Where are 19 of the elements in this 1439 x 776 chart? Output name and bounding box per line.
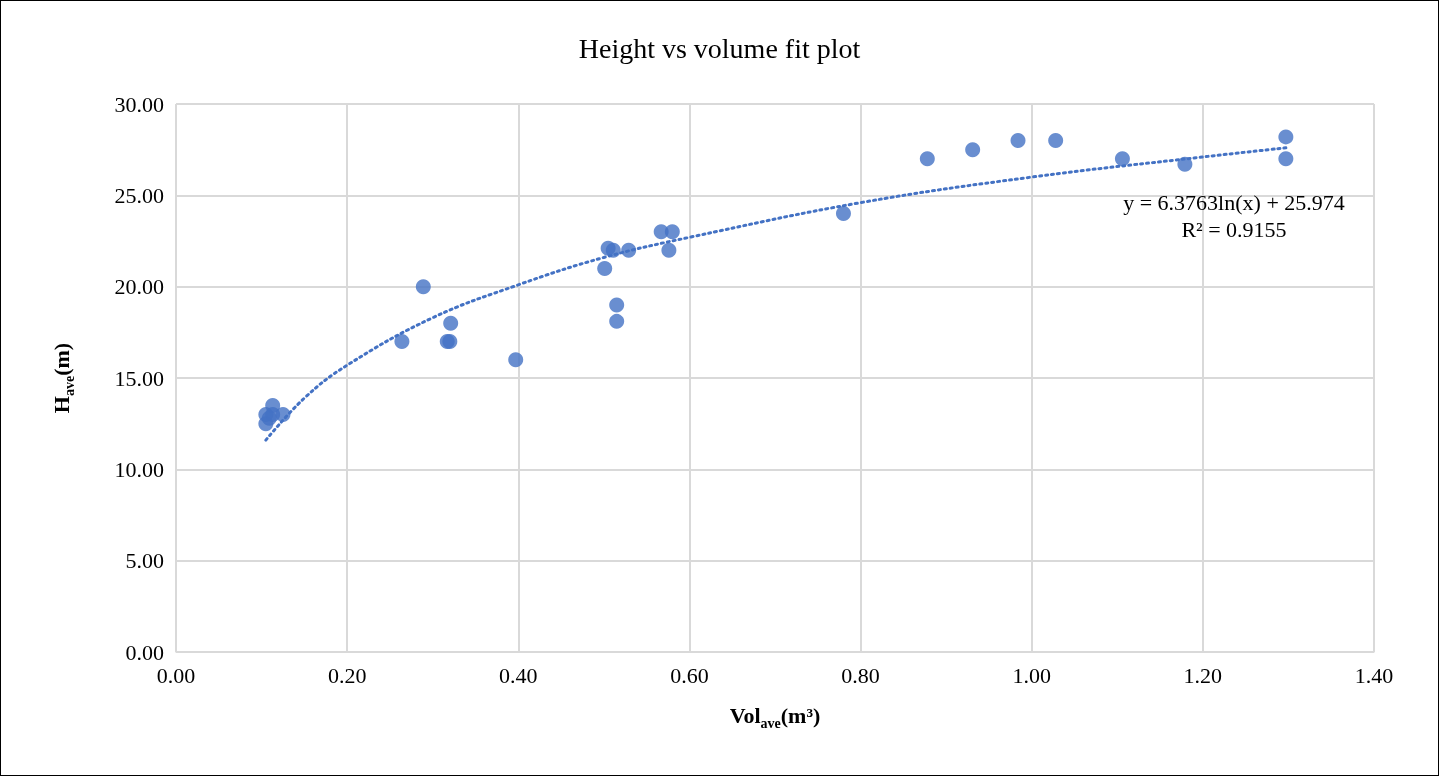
- x-tick-label: 0.80: [841, 662, 880, 688]
- y-tick-label: 25.00: [114, 182, 164, 208]
- y-tick-label: 15.00: [114, 365, 164, 391]
- annotation: y = 6.3763ln(x) + 25.974: [1123, 189, 1345, 215]
- x-tick-label: 0.20: [327, 662, 367, 688]
- annotation: R² = 0.9155: [1181, 216, 1287, 242]
- x-tick-label: 1.40: [1354, 662, 1394, 688]
- y-tick-label: 10.00: [114, 456, 164, 482]
- y-tick-label: 5.00: [125, 548, 164, 574]
- chart-title: Height vs volume fit plot: [578, 32, 861, 64]
- x-tick-label: 0.40: [499, 662, 538, 688]
- x-tick-label: 0.60: [670, 662, 709, 688]
- y-axis-title: Have(m): [48, 342, 77, 414]
- y-tick-label: 20.00: [114, 274, 164, 300]
- y-tick-label: 30.00: [114, 91, 164, 117]
- y-tick-label: 0.00: [125, 639, 164, 665]
- x-tick-label: 0.00: [156, 662, 196, 688]
- x-tick-label: 1.00: [1012, 662, 1051, 688]
- x-tick-label: 1.20: [1183, 662, 1223, 688]
